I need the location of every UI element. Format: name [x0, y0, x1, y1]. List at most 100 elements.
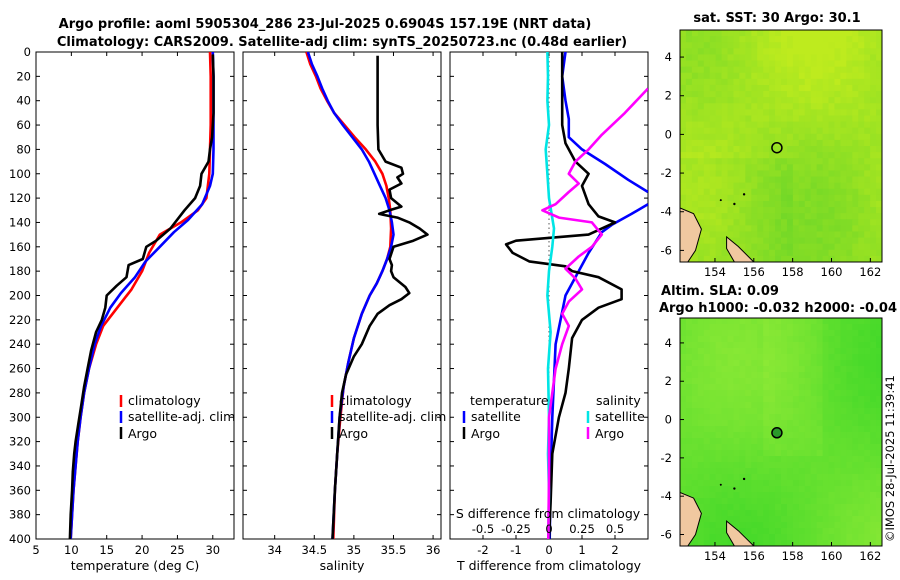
heatmap-cell — [834, 354, 842, 361]
heatmap-cell — [733, 219, 741, 226]
heatmap-cell — [745, 414, 752, 421]
heatmap-cell — [757, 468, 764, 475]
heatmap-cell — [816, 255, 824, 262]
heatmap-cell — [775, 225, 782, 233]
heatmap-cell — [852, 66, 859, 74]
heatmap-cell — [810, 450, 818, 457]
heatmap-cell — [816, 474, 824, 481]
heatmap-cell — [792, 456, 800, 463]
heatmap-cell — [852, 390, 859, 397]
heatmap-cell — [864, 414, 871, 421]
heatmap-cell — [727, 396, 735, 403]
heatmap-cell — [715, 486, 723, 493]
heatmap-cell — [745, 225, 752, 233]
heatmap-cell — [709, 36, 717, 43]
heatmap-cell — [876, 121, 882, 129]
heatmap-cell — [745, 432, 752, 439]
x-tick-label: 5 — [32, 543, 39, 557]
heatmap-cell — [709, 504, 717, 511]
heatmap-cell — [822, 42, 830, 49]
heatmap-cell — [876, 468, 882, 475]
heatmap-cell — [715, 48, 723, 56]
heatmap-cell — [822, 48, 830, 56]
heatmap-cell — [870, 158, 877, 165]
heatmap-cell — [739, 48, 746, 56]
temperature-xlabel: temperature (deg C) — [71, 558, 200, 573]
heatmap-cell — [775, 366, 782, 373]
heatmap-cell — [685, 474, 693, 481]
heatmap-cell — [751, 54, 758, 62]
heatmap-cell — [792, 91, 800, 98]
heatmap-cell — [733, 97, 741, 104]
heatmap-cell — [846, 468, 853, 475]
heatmap-cell — [864, 474, 871, 481]
heatmap-cell — [864, 438, 871, 445]
heatmap-cell — [703, 249, 711, 257]
heatmap-cell — [816, 139, 824, 147]
heatmap-cell — [745, 30, 752, 37]
heatmap-cell — [810, 115, 818, 123]
heatmap-cell — [721, 91, 729, 98]
heatmap-cell — [798, 48, 806, 56]
heatmap-cell — [828, 109, 836, 117]
heatmap-cell — [804, 237, 812, 245]
heatmap-cell — [846, 456, 853, 463]
heatmap-cell — [810, 152, 818, 159]
heatmap-cell — [757, 225, 764, 233]
heatmap-cell — [846, 540, 853, 546]
heatmap-cell — [739, 115, 746, 123]
heatmap-cell — [810, 36, 818, 43]
heatmap-cell — [709, 182, 717, 190]
heatmap-cell — [792, 504, 800, 511]
heatmap-cell — [745, 360, 752, 367]
heatmap-cell — [786, 30, 794, 37]
heatmap-cell — [864, 330, 871, 337]
heatmap-cell — [858, 54, 865, 62]
heatmap-cell — [834, 462, 842, 469]
heatmap-cell — [804, 432, 812, 439]
heatmap-cell — [769, 103, 776, 110]
heatmap-cell — [870, 72, 877, 80]
heatmap-cell — [858, 78, 865, 86]
heatmap-cell — [846, 336, 853, 343]
heatmap-cell — [864, 237, 871, 245]
heatmap-cell — [745, 534, 752, 541]
heatmap-cell — [798, 534, 806, 541]
heatmap-cell — [697, 354, 705, 361]
heatmap-cell — [810, 146, 818, 153]
heatmap-cell — [709, 462, 717, 469]
heatmap-cell — [715, 390, 723, 397]
heatmap-cell — [703, 170, 711, 178]
heatmap-cell — [816, 97, 824, 104]
heatmap-cell — [822, 528, 830, 535]
heatmap-cell — [852, 91, 859, 98]
heatmap-cell — [852, 438, 859, 445]
heatmap-cell — [769, 462, 776, 469]
heatmap-cell — [786, 84, 794, 92]
heatmap-cell — [721, 237, 729, 245]
heatmap-cell — [834, 534, 842, 541]
heatmap-cell — [840, 72, 847, 80]
heatmap-cell — [822, 30, 830, 37]
depth-tick-label: 260 — [9, 362, 31, 376]
heatmap-cell — [751, 462, 758, 469]
map-x-tick-label: 156 — [743, 549, 765, 563]
heatmap-cell — [763, 492, 770, 499]
heatmap-cell — [870, 91, 877, 98]
heatmap-cell — [709, 91, 717, 98]
heatmap-cell — [751, 194, 758, 202]
heatmap-cell — [727, 146, 735, 153]
heatmap-cell — [804, 78, 812, 86]
heatmap-cell — [858, 66, 865, 74]
heatmap-cell — [798, 366, 806, 373]
heatmap-cell — [781, 237, 788, 245]
imos-watermark: ©IMOS 28-Jul-2025 11:39:41 — [883, 375, 897, 542]
heatmap-cell — [763, 516, 770, 523]
heatmap-cell — [685, 48, 693, 56]
heatmap-cell — [715, 194, 723, 202]
heatmap-cell — [792, 72, 800, 80]
depth-tick-labels: 0204060801001201401601802002202402602803… — [9, 45, 31, 546]
heatmap-cell — [680, 348, 687, 355]
heatmap-cell — [864, 152, 871, 159]
